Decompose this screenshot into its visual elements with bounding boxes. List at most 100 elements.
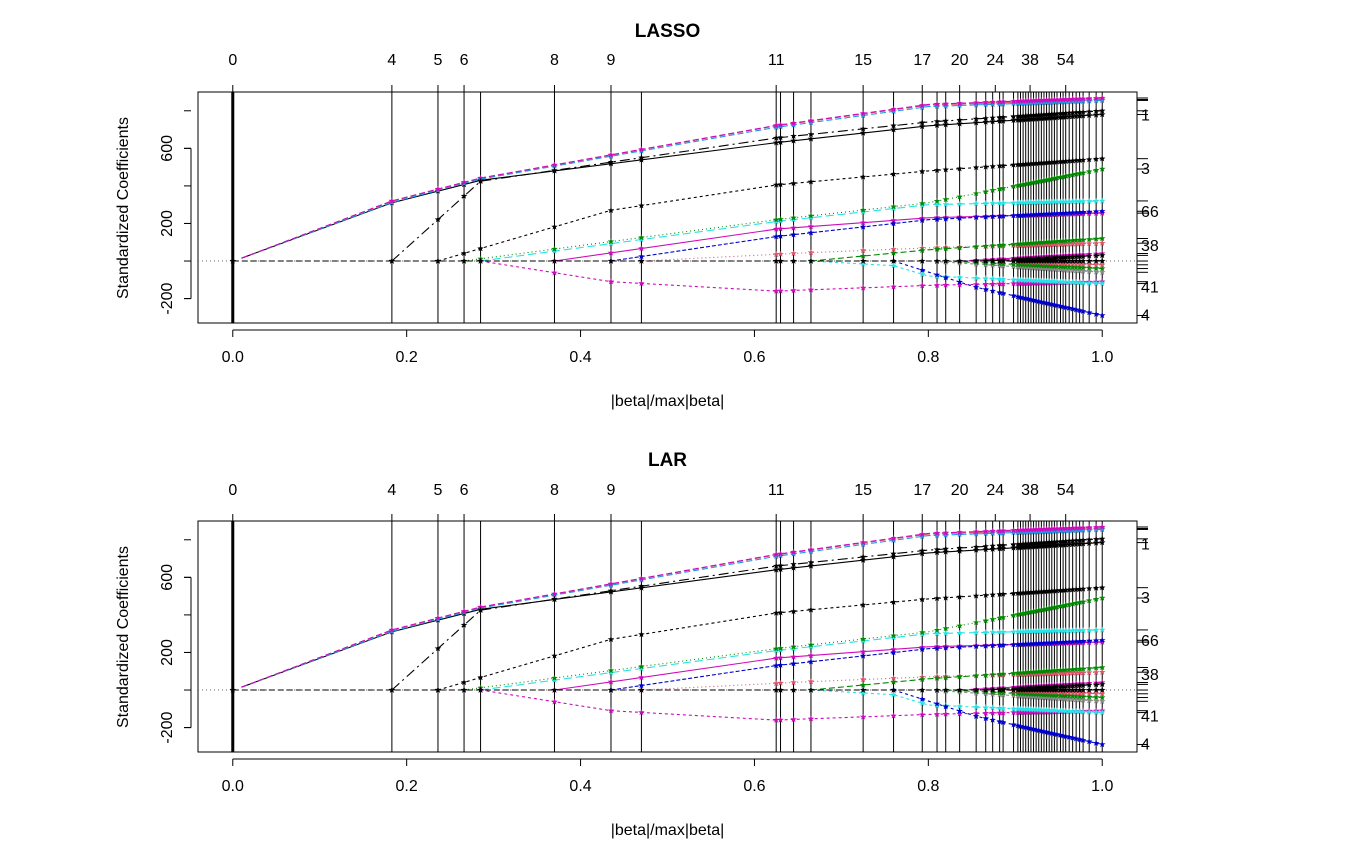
coefficient-point xyxy=(1076,736,1083,743)
coefficient-point xyxy=(790,564,797,571)
coefficient-point xyxy=(772,257,780,264)
coefficient-point xyxy=(1099,539,1106,546)
coefficient-point xyxy=(1079,156,1087,163)
coefficient-point xyxy=(1069,240,1076,247)
coefficient-point xyxy=(1032,115,1040,122)
coefficient-point xyxy=(1092,166,1100,173)
coefficient-point xyxy=(1062,303,1069,311)
coefficient-point xyxy=(1059,666,1067,673)
coefficient-point xyxy=(999,241,1007,248)
coefficient-point xyxy=(1040,99,1048,106)
coefficient-point xyxy=(638,253,645,260)
coefficient-path xyxy=(241,113,1103,259)
coefficient-point xyxy=(890,217,897,224)
coefficient-point xyxy=(1032,539,1040,546)
coefficient-point xyxy=(1079,264,1087,271)
coefficient-point xyxy=(1032,708,1040,715)
coefficient-point xyxy=(551,257,558,264)
coefficient-point xyxy=(460,178,468,185)
coefficient-point xyxy=(982,704,989,711)
coefficient-point xyxy=(1062,692,1069,699)
coefficient-point xyxy=(790,548,797,555)
top-tick-label: 9 xyxy=(607,52,616,69)
coefficient-point xyxy=(999,289,1007,297)
coefficient-point xyxy=(1032,264,1040,271)
coefficient-point xyxy=(1053,627,1061,634)
coefficient-point xyxy=(1048,265,1055,272)
coefficient-point xyxy=(777,257,784,264)
coefficient-point xyxy=(942,274,949,281)
coefficient-point xyxy=(1040,525,1048,532)
coefficient-point xyxy=(1038,691,1045,698)
coefficient-point xyxy=(1092,252,1100,259)
coefficient-point xyxy=(1014,628,1022,635)
coefficient-point xyxy=(1059,158,1067,165)
coefficient-point xyxy=(1092,264,1100,271)
coefficient-point xyxy=(1085,738,1093,745)
coefficient-point xyxy=(1027,543,1035,550)
coefficient-point xyxy=(890,108,897,115)
coefficient-point xyxy=(607,278,615,285)
coefficient-point xyxy=(777,661,784,668)
coefficient-point xyxy=(1027,112,1035,119)
coefficient-point xyxy=(1051,262,1058,269)
coefficient-point xyxy=(1085,235,1093,243)
coefficient-point xyxy=(1065,157,1073,164)
coefficient-point xyxy=(1010,641,1017,648)
coefficient-point xyxy=(638,682,645,689)
coefficient-point xyxy=(1027,708,1035,715)
coefficient-point xyxy=(1040,706,1048,713)
coefficient-point xyxy=(890,632,897,639)
coefficient-point xyxy=(1046,238,1053,245)
coefficient-point xyxy=(1046,686,1053,693)
coefficient-point xyxy=(607,580,615,587)
coefficient-point xyxy=(989,118,996,125)
coefficient-point xyxy=(1035,706,1042,713)
coefficient-point xyxy=(790,287,797,294)
coefficient-point xyxy=(1035,264,1042,271)
coefficient-point xyxy=(460,607,468,614)
coefficient-point xyxy=(807,562,815,569)
coefficient-point xyxy=(1040,198,1048,205)
coefficient-point xyxy=(1043,111,1050,118)
coefficient-path xyxy=(464,168,1103,262)
coefficient-point xyxy=(956,710,963,717)
coefficient-point xyxy=(807,229,815,236)
coefficient-point xyxy=(638,202,645,209)
coefficient-point xyxy=(1065,666,1073,673)
coefficient-point xyxy=(890,122,897,129)
coefficient-point xyxy=(999,98,1007,105)
coefficient-point xyxy=(999,709,1007,716)
coefficient-point xyxy=(1076,536,1083,544)
coefficient-point xyxy=(1043,639,1050,646)
coefficient-point xyxy=(1053,538,1061,545)
coefficient-point xyxy=(999,280,1007,287)
coefficient-point xyxy=(772,647,780,654)
coefficient-point xyxy=(1017,690,1024,697)
coefficient-point xyxy=(996,689,1003,696)
coefficient-point xyxy=(638,234,645,241)
coefficient-point xyxy=(1017,526,1024,533)
coefficient-point xyxy=(1057,683,1064,690)
coefficient-point xyxy=(1027,277,1035,284)
coefficient-point xyxy=(989,686,996,693)
coefficient-point xyxy=(890,550,897,557)
coefficient-point xyxy=(859,208,867,215)
coefficient-point xyxy=(1048,691,1055,698)
coefficient-point xyxy=(956,193,963,200)
coefficient-point xyxy=(1079,689,1087,696)
coefficient-point xyxy=(1040,670,1048,677)
coefficient-point xyxy=(1017,211,1024,218)
coefficient-point xyxy=(1025,264,1032,271)
coefficient-point xyxy=(1057,538,1064,545)
coefficient-point xyxy=(942,710,949,717)
coefficient-point xyxy=(1057,692,1064,699)
coefficient-point xyxy=(1072,209,1080,216)
coefficient-point xyxy=(1062,260,1069,267)
coefficient-point xyxy=(1014,686,1022,693)
coefficient-point xyxy=(999,117,1007,124)
coefficient-point xyxy=(1038,706,1045,713)
coefficient-point xyxy=(1079,693,1087,700)
right-tick-label: 66 xyxy=(1141,204,1159,221)
coefficient-point xyxy=(1069,734,1076,741)
